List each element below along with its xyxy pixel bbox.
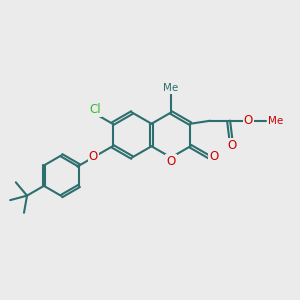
Text: O: O <box>88 150 98 163</box>
Text: Me: Me <box>268 116 283 126</box>
Text: Cl: Cl <box>89 103 101 116</box>
Text: O: O <box>228 139 237 152</box>
Text: Me: Me <box>164 83 178 93</box>
Text: O: O <box>167 154 176 168</box>
Text: O: O <box>244 114 253 127</box>
Text: O: O <box>209 150 219 163</box>
